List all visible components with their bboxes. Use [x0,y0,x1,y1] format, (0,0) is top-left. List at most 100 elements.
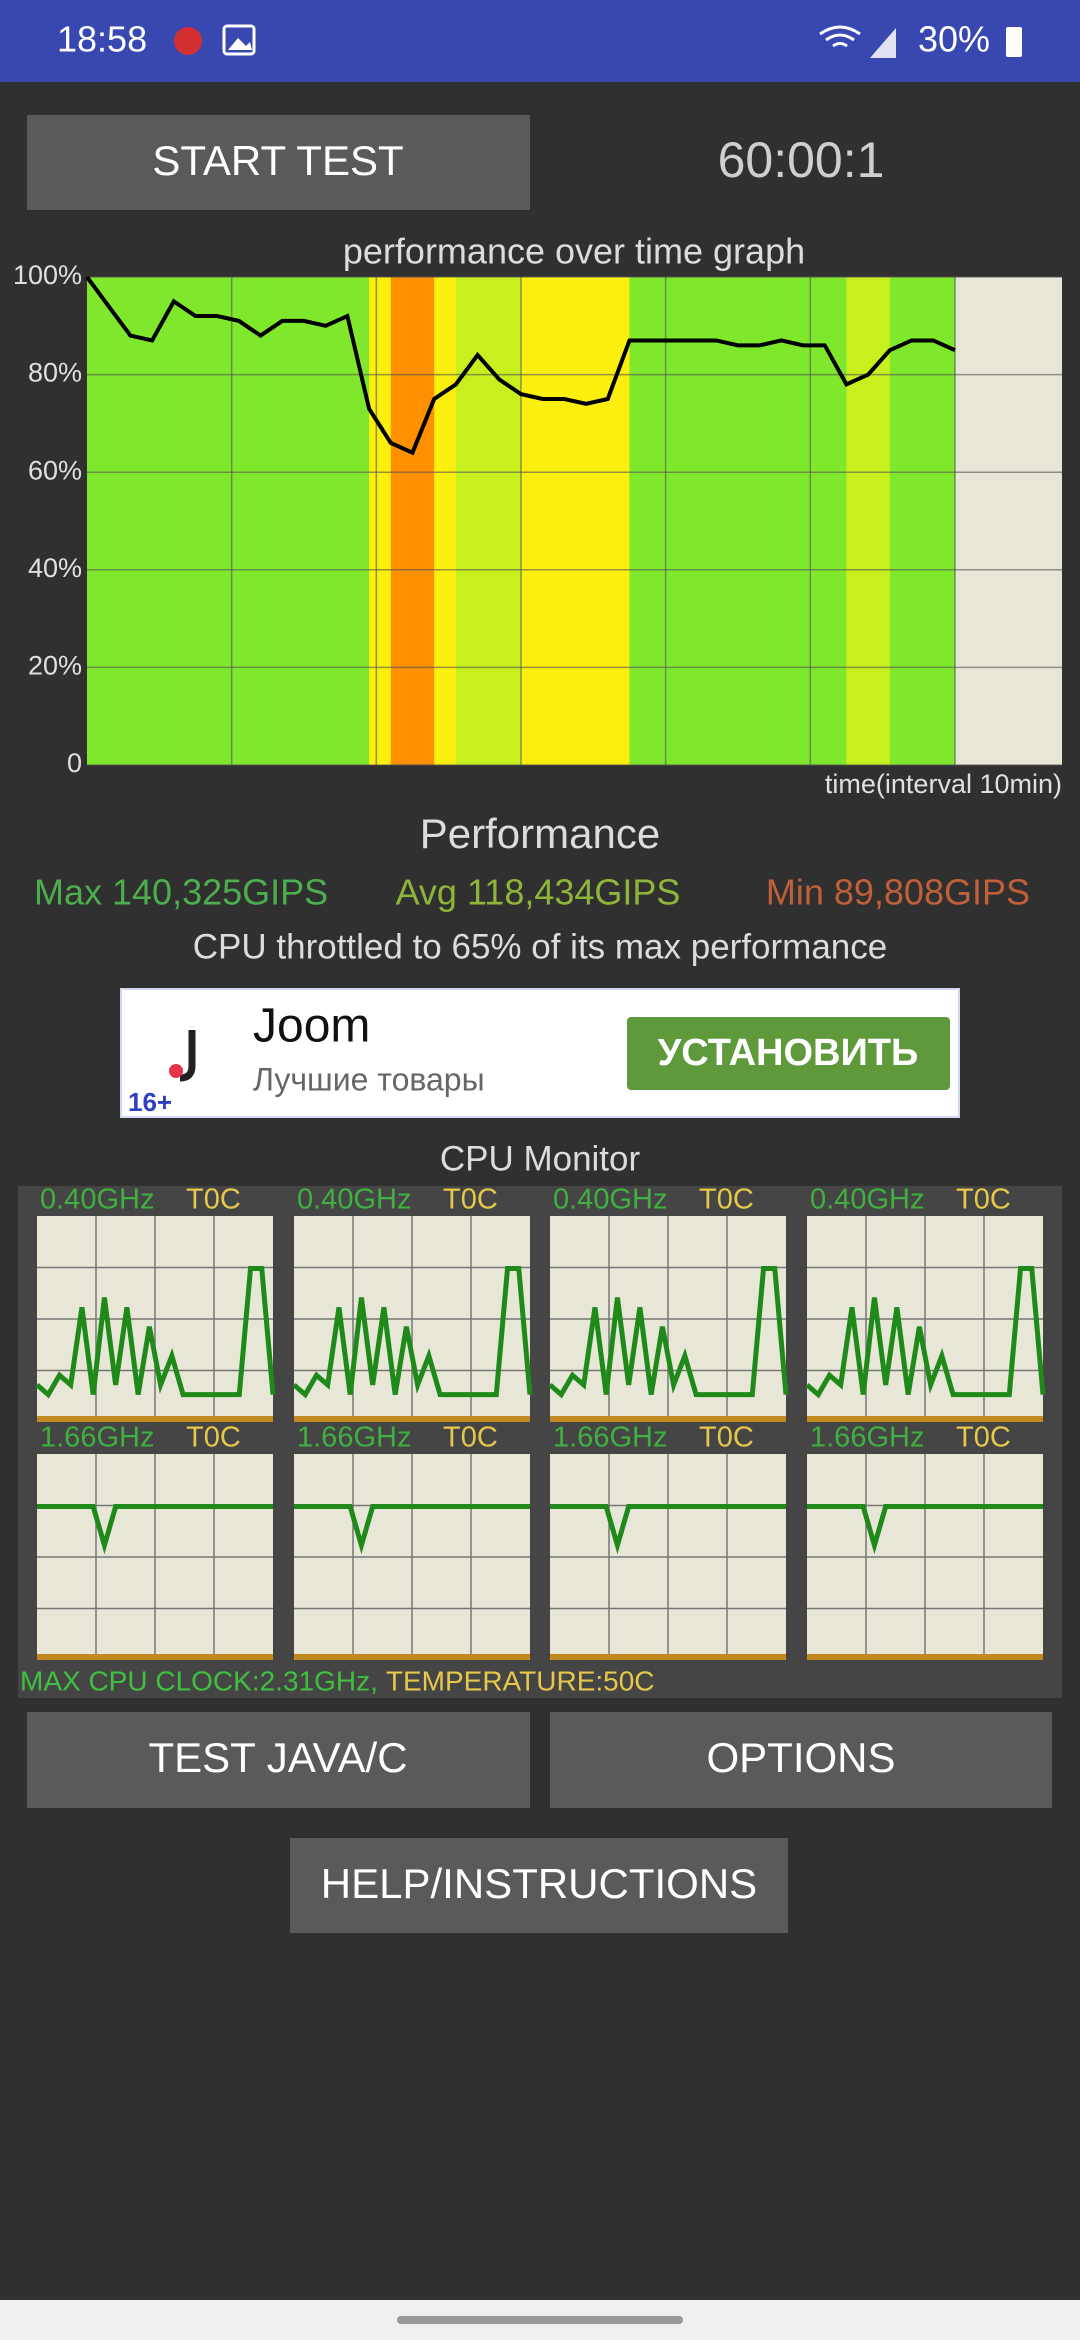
y-tick-label: 0 [67,748,82,778]
performance-band [87,277,110,765]
performance-band [217,277,240,765]
performance-band [868,277,891,765]
max-cpu-clock: MAX CPU CLOCK:2.31GHz, [20,1665,378,1696]
timer: 60:00:1 [718,132,885,188]
ad-logo [179,1030,196,1082]
start-test-label[interactable]: START TEST [152,137,403,184]
core-clock: 0.40GHz [40,1184,154,1216]
ad-logo-dot [169,1064,183,1078]
core-baseline [807,1654,1043,1660]
core-baseline [294,1654,530,1660]
max-performance: Max 140,325GIPS [34,872,328,913]
performance-band [781,277,804,765]
core-baseline [37,1416,273,1422]
home-indicator[interactable] [397,2316,683,2324]
help-label[interactable]: HELP/INSTRUCTIONS [321,1860,757,1907]
performance-band [455,277,479,765]
test-java-label[interactable]: TEST JAVA/C [148,1734,407,1781]
core-temp: T0C [443,1184,498,1216]
core-clock: 1.66GHz [297,1422,411,1454]
core-history [35,1266,276,1399]
performance-band [694,277,717,765]
performance-band [716,277,739,765]
performance-band [325,277,348,765]
performance-band [303,277,327,765]
test-java-button[interactable] [27,1712,530,1808]
performance-band [108,277,131,765]
performance-band [130,277,153,765]
battery-icon [1006,27,1022,57]
battery-level: 30% [918,19,990,60]
core-clock: 1.66GHz [810,1422,924,1454]
core-baseline [550,1416,786,1422]
performance-band [369,277,392,765]
core-history [37,1504,273,1555]
core-baseline [37,1654,273,1660]
performance-band [542,277,565,765]
core-history [294,1504,530,1555]
core-clock: 0.40GHz [553,1184,667,1216]
ad-tagline: Лучшие товары [253,1061,485,1097]
performance-band [889,277,913,765]
ad-install-button[interactable] [627,1017,950,1090]
performance-band [347,277,370,765]
ad-install-label[interactable]: УСТАНОВИТЬ [658,1032,919,1074]
start-test-button[interactable] [27,115,530,210]
cpu-monitor-title: CPU Monitor [440,1139,641,1178]
performance-band [824,277,847,765]
performance-band [933,277,956,765]
performance-band [434,277,457,765]
performance-band [737,277,761,765]
options-button[interactable] [550,1712,1052,1808]
core-temp: T0C [699,1184,754,1216]
performance-band [195,277,218,765]
temperature: TEMPERATURE:50C [386,1665,655,1696]
gallery-icon-shape [228,38,252,50]
core-history [550,1504,786,1555]
performance-band [803,277,826,765]
core-clock: 1.66GHz [553,1422,667,1454]
notification-icon [174,27,202,55]
min-performance: Min 89,808GIPS [766,872,1030,913]
core-baseline [294,1416,530,1422]
performance-band [607,277,630,765]
performance-band [152,277,175,765]
options-label[interactable]: OPTIONS [706,1734,895,1781]
core-temp: T0C [956,1184,1011,1216]
performance-band [173,277,196,765]
performance-band [586,277,609,765]
help-button[interactable] [290,1838,788,1933]
performance-band [477,277,500,765]
core-baseline [550,1654,786,1660]
graph-title: performance over time graph [343,231,805,272]
y-tick-label: 100% [13,260,82,290]
ad-age: 16+ [128,1087,172,1117]
core-clock: 1.66GHz [40,1422,154,1454]
y-tick-label: 40% [28,553,82,583]
gallery-icon [222,24,256,56]
performance-band [629,277,652,765]
performance-title: Performance [420,810,660,857]
core-history [807,1504,1043,1555]
core-clock: 0.40GHz [810,1184,924,1216]
core-history [548,1266,789,1399]
core-history [805,1266,1046,1399]
performance-band [672,277,696,765]
core-baseline [807,1416,1043,1422]
performance-band [260,277,283,765]
core-temp: T0C [186,1422,241,1454]
y-tick-label: 20% [28,651,82,681]
core-history [292,1266,533,1399]
performance-band [412,277,435,765]
core-temp: T0C [443,1422,498,1454]
wifi-icon [819,25,861,48]
avg-performance: Avg 118,434GIPS [396,872,681,913]
performance-band [282,277,305,765]
performance-band [238,277,262,765]
core-temp: T0C [956,1422,1011,1454]
y-tick-label: 80% [28,358,82,388]
signal-icon [870,28,896,58]
core-temp: T0C [699,1422,754,1454]
performance-band [846,277,869,765]
